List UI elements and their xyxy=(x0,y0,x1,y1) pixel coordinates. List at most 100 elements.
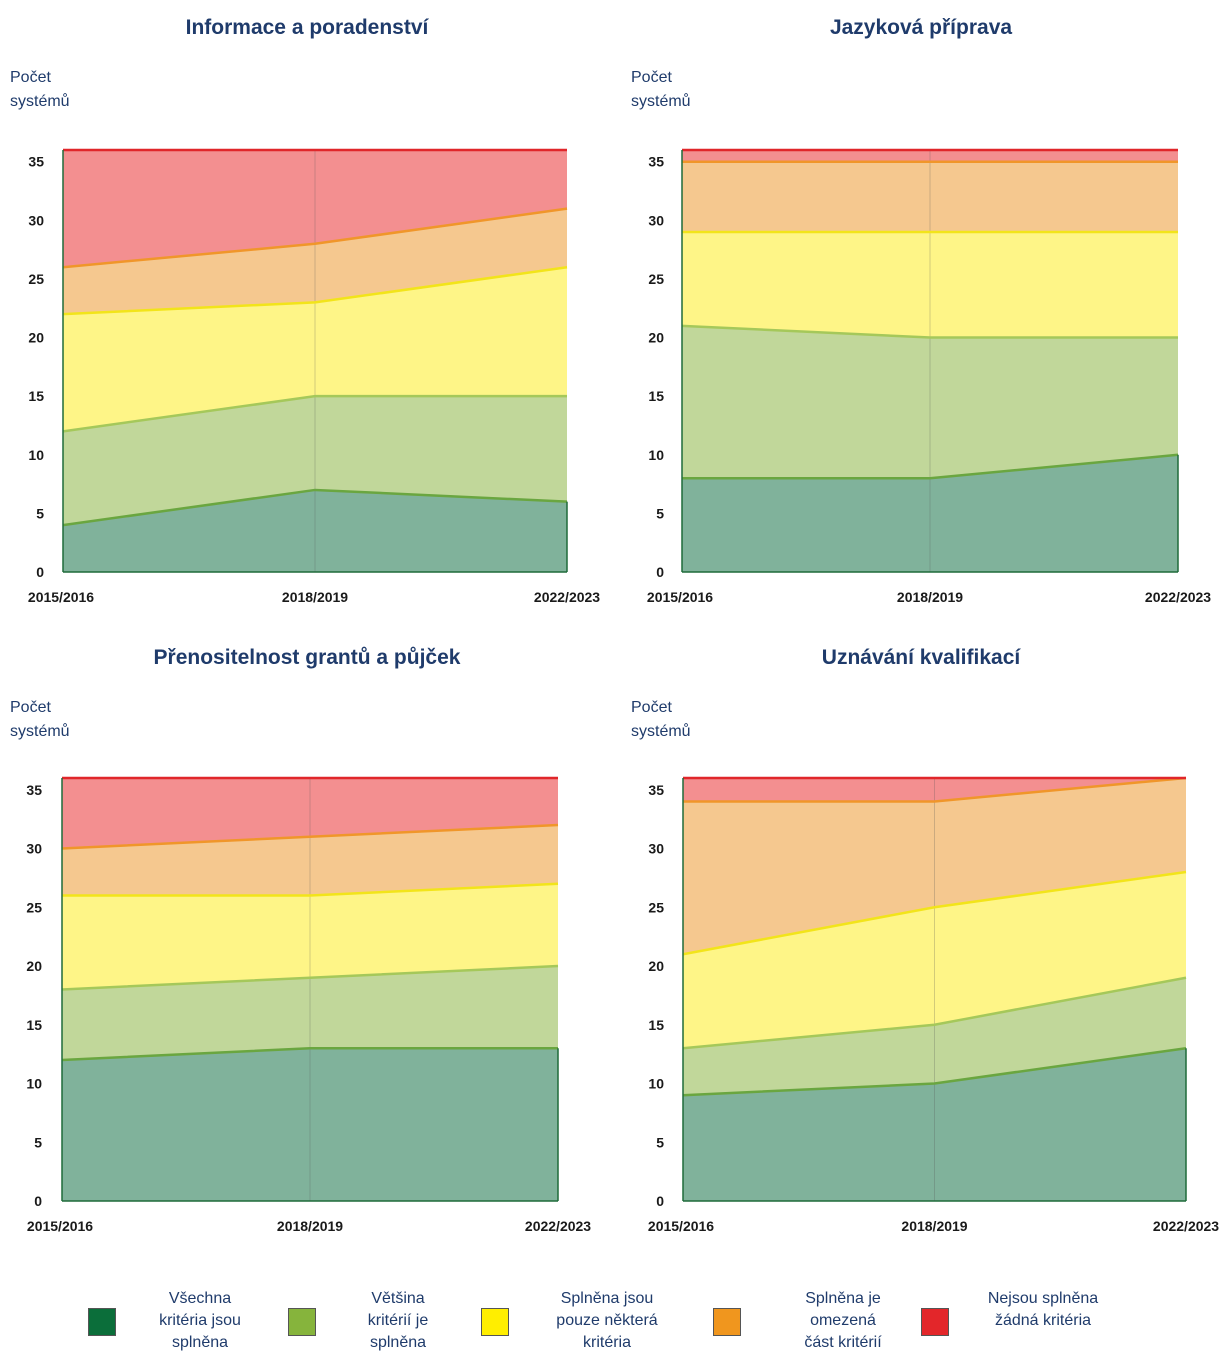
chart-svg: 0 5 10 15 20 25 30 35 2015/2016 2018/2019 2022/202… xyxy=(26,776,591,1234)
legend-label-line: kritérií je xyxy=(367,1312,429,1329)
chart-panel-1: Informace a poradenství Počet systémů 0 5… xyxy=(0,0,614,630)
legend-label: Všechna kritéria jsou splněna xyxy=(140,1288,260,1354)
y-tick-label: 0 xyxy=(36,564,44,580)
y-tick-label: 30 xyxy=(648,212,664,228)
chart-svg: 0 5 10 15 20 25 30 35 2015/2016 2018/2019 2022/202… xyxy=(648,776,1219,1234)
y-axis-label: Počet systémů xyxy=(10,66,100,114)
y-tick-label: 0 xyxy=(656,564,664,580)
y-tick-label: 35 xyxy=(648,154,664,170)
series-line xyxy=(682,976,1187,1050)
series-line xyxy=(682,870,1187,956)
y-tick-label: 5 xyxy=(36,505,44,521)
area-band xyxy=(683,1048,1186,1201)
y-tick-label: 5 xyxy=(656,1134,664,1150)
legend-label-line: Splněna je xyxy=(805,1290,881,1307)
area-band xyxy=(63,396,567,526)
legend-label-line: splněna xyxy=(171,1334,229,1351)
y-axis-label-line: systémů xyxy=(631,93,691,110)
x-tick-label: 2018/2019 xyxy=(282,589,348,605)
x-tick-label: 2018/2019 xyxy=(901,1218,967,1234)
x-tick-label: 2015/2016 xyxy=(647,589,713,605)
y-axis-label: Počet systémů xyxy=(631,696,721,744)
series-line xyxy=(681,324,1178,339)
y-tick-label: 10 xyxy=(648,1076,664,1092)
y-tick-label: 30 xyxy=(28,212,44,228)
y-tick-label: 20 xyxy=(28,330,44,346)
y-tick-label: 30 xyxy=(648,841,664,857)
area-band xyxy=(63,208,567,315)
area-band xyxy=(682,161,1178,233)
legend-label-line: omezená xyxy=(810,1312,876,1329)
series-line xyxy=(62,882,559,897)
y-tick-label: 20 xyxy=(648,330,664,346)
legend-label-line: pouze některá xyxy=(556,1312,658,1329)
chart-panel-3: Přenositelnost grantů a půjček Počet sys… xyxy=(0,630,614,1260)
x-tick-label: 2018/2019 xyxy=(277,1218,343,1234)
legend-label-line: kritéria xyxy=(582,1334,631,1351)
legend-label-line: Většina xyxy=(371,1290,425,1307)
legend-label: Většina kritérií je splněna xyxy=(340,1288,456,1354)
area-band xyxy=(62,966,558,1060)
legend-swatch xyxy=(88,1308,116,1336)
chart-panel-2: Jazyková příprava Počet systémů 0 5 10 15 20… xyxy=(614,0,1227,630)
legend-label: Splněna je omezená část kritérií xyxy=(765,1288,921,1354)
series-line xyxy=(62,265,568,316)
legend-label-line: splněna xyxy=(369,1334,427,1351)
series-line xyxy=(61,823,559,850)
y-axis-label-line: Počet xyxy=(631,699,672,716)
y-tick-label: 35 xyxy=(28,154,44,170)
x-tick-label: 2022/2023 xyxy=(1145,589,1211,605)
y-axis-label-line: Počet xyxy=(10,69,51,86)
y-tick-label: 25 xyxy=(648,899,664,915)
y-axis-label-line: systémů xyxy=(10,723,70,740)
series-line xyxy=(62,394,567,433)
x-tick-label: 2015/2016 xyxy=(27,1218,93,1234)
area-band xyxy=(62,1048,558,1201)
chart-svg: 0 5 10 15 20 25 30 35 2015/2016 2018/2019 2022/202… xyxy=(647,148,1211,605)
y-tick-label: 35 xyxy=(648,782,664,798)
x-tick-label: 2018/2019 xyxy=(897,589,963,605)
area-band xyxy=(63,150,567,268)
y-tick-label: 35 xyxy=(26,782,42,798)
y-axis-label-line: systémů xyxy=(631,723,691,740)
legend-label-line: Všechna xyxy=(168,1290,232,1307)
chart-title: Uznávání kvalifikací xyxy=(821,646,1021,669)
series-line xyxy=(682,1047,1187,1097)
x-tick-label: 2022/2023 xyxy=(525,1218,591,1234)
area-band xyxy=(682,150,1178,162)
area-band xyxy=(62,883,558,990)
legend: Všechna kritéria jsou splněna Většina krité… xyxy=(0,1286,1227,1356)
series-line xyxy=(683,776,1187,803)
area-band xyxy=(683,778,1186,955)
y-tick-label: 30 xyxy=(26,841,42,857)
y-tick-label: 0 xyxy=(656,1193,664,1209)
chart-title: Jazyková příprava xyxy=(829,16,1013,39)
area-band xyxy=(682,454,1178,572)
legend-swatch xyxy=(713,1308,741,1336)
chart-title: Přenositelnost grantů a půjček xyxy=(153,646,461,669)
legend-swatch xyxy=(921,1308,949,1336)
series-line xyxy=(62,488,568,527)
y-tick-label: 15 xyxy=(28,388,44,404)
legend-label: Nejsou splněna žádná kritéria xyxy=(971,1288,1115,1332)
x-tick-label: 2015/2016 xyxy=(648,1218,714,1234)
area-band xyxy=(683,872,1186,1049)
chart-panel-4: Uznávání kvalifikací Počet systémů 0 5 10 1… xyxy=(614,630,1227,1260)
x-tick-label: 2022/2023 xyxy=(534,589,600,605)
series-line xyxy=(61,1047,558,1062)
x-tick-label: 2022/2023 xyxy=(1153,1218,1219,1234)
y-tick-label: 25 xyxy=(26,899,42,915)
chart-svg: 0 5 10 15 20 25 30 35 2015/2016 2018/2019 2022/202… xyxy=(28,148,600,605)
y-tick-label: 20 xyxy=(26,958,42,974)
y-tick-label: 5 xyxy=(34,1134,42,1150)
y-axis-label: Počet systémů xyxy=(10,696,100,744)
series-line xyxy=(682,453,1179,480)
y-tick-label: 25 xyxy=(648,271,664,287)
y-tick-label: 20 xyxy=(648,958,664,974)
series-line xyxy=(62,207,568,269)
y-axis-label: Počet systémů xyxy=(631,66,721,114)
legend-swatch xyxy=(288,1308,316,1336)
y-tick-label: 5 xyxy=(656,505,664,521)
series-line xyxy=(61,964,559,991)
y-tick-label: 10 xyxy=(28,447,44,463)
